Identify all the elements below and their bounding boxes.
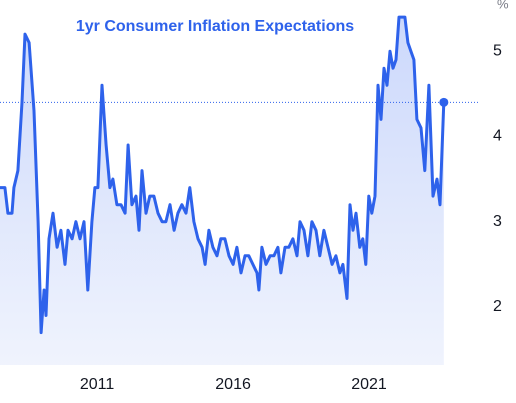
x-tick-label: 2016 bbox=[215, 376, 251, 393]
plot-area bbox=[0, 15, 480, 365]
unit-label: % bbox=[497, 0, 509, 11]
x-tick-label: 2021 bbox=[351, 376, 387, 393]
x-tick-label: 2011 bbox=[80, 376, 115, 393]
area-fill bbox=[0, 17, 444, 365]
y-tick-label: 3 bbox=[493, 213, 502, 230]
line bbox=[0, 15, 446, 335]
last-point bbox=[439, 97, 449, 107]
chart-title: 1yr Consumer Inflation Expectations bbox=[76, 18, 354, 35]
y-tick-label: 5 bbox=[493, 42, 502, 59]
y-tick-label: 4 bbox=[493, 128, 502, 145]
y-tick-label: 2 bbox=[493, 298, 502, 315]
